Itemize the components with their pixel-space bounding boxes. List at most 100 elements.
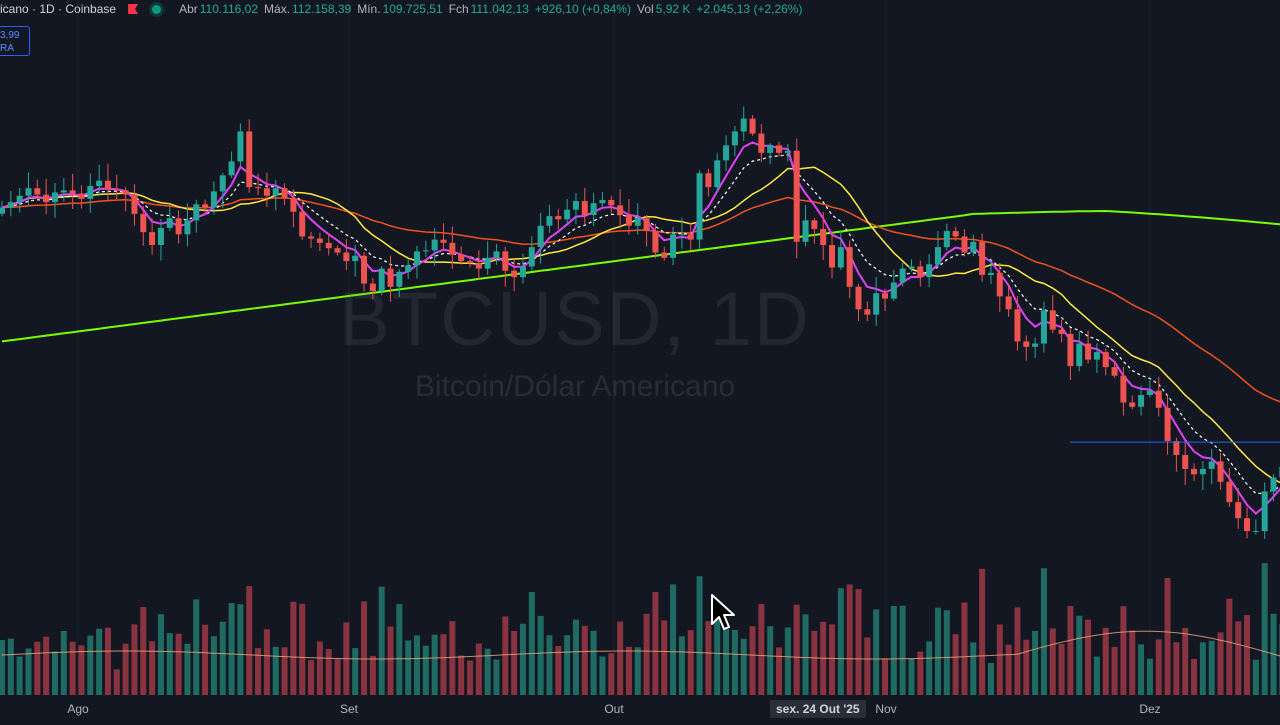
candle-body: [157, 227, 164, 245]
candle-body: [1208, 461, 1215, 469]
volume-bar: [122, 643, 129, 695]
volume-bar: [1244, 615, 1251, 695]
volume-bar: [608, 653, 615, 695]
volume-bar: [705, 621, 712, 695]
volume-bar: [1235, 621, 1242, 695]
candle-body: [1049, 310, 1056, 330]
candle-body: [1226, 481, 1233, 503]
candle-body: [325, 242, 332, 249]
volume-bar: [475, 643, 482, 695]
candle-body: [802, 220, 809, 242]
volume-bar: [405, 640, 412, 695]
volume-bar: [458, 655, 465, 695]
volume-bar: [1164, 578, 1171, 695]
volume-bar: [449, 621, 456, 695]
volume-bar: [1085, 619, 1092, 695]
candle-body: [369, 283, 376, 292]
price-tag[interactable]: 3,99 RA: [0, 26, 30, 56]
volume-label: Vol: [637, 2, 654, 16]
volume-bar: [564, 635, 571, 695]
candle-body: [1261, 491, 1268, 532]
volume-bar: [69, 641, 76, 695]
volume-bar: [414, 635, 421, 695]
candle-body: [908, 266, 915, 269]
close-value: 111.042,13: [470, 2, 529, 16]
candle-body: [1093, 352, 1100, 360]
volume-bar: [873, 609, 880, 695]
volume-bar: [352, 648, 359, 695]
candle-body: [943, 231, 950, 248]
candle-body: [1235, 502, 1242, 519]
volume-bar: [670, 584, 677, 695]
candle-body: [7, 202, 14, 208]
candle-body: [758, 133, 765, 153]
candle-body: [493, 251, 500, 258]
volume-bar: [34, 641, 41, 695]
high-value: 112.158,39: [292, 2, 352, 16]
candle-body: [1085, 343, 1092, 360]
candle-body: [1155, 390, 1162, 408]
volume-bar: [60, 631, 67, 695]
crosshair-date-label: sex. 24 Out '25: [770, 700, 866, 718]
volume-bar: [776, 647, 783, 695]
candle-body: [175, 218, 182, 235]
volume-bar: [758, 604, 765, 695]
volume-bar: [1005, 644, 1012, 695]
volume-bar: [1067, 605, 1074, 695]
symbol-name[interactable]: icano · 1D · Coinbase: [0, 2, 117, 16]
volume-bar: [1102, 627, 1109, 695]
candle-body: [873, 293, 880, 315]
candle-body: [820, 228, 827, 245]
volume-bar: [1226, 598, 1233, 695]
volume-bar: [484, 648, 491, 695]
candle-body: [855, 286, 862, 310]
candle-body: [987, 272, 994, 275]
volume-bar: [625, 646, 632, 695]
volume-bar: [387, 626, 394, 695]
candle-body: [731, 131, 738, 146]
candle-body: [970, 241, 977, 253]
candle-body: [678, 234, 685, 236]
volume-bar: [466, 660, 473, 695]
candle-body: [458, 254, 465, 262]
candle-body: [1146, 390, 1153, 395]
volume-bar: [749, 626, 756, 695]
symbol-legend: icano · 1D · Coinbase Abr 110.116,02 Máx…: [0, 0, 802, 18]
volume-bar: [687, 630, 694, 695]
volume-bar: [166, 633, 173, 695]
price-tag-value: 3,99: [0, 30, 20, 41]
x-axis-label-dez: Dez: [1139, 702, 1161, 716]
volume-bar: [87, 635, 94, 695]
candle-body: [202, 204, 209, 208]
volume-bar: [917, 651, 924, 695]
volume-bar: [572, 619, 579, 695]
volume-bar: [290, 601, 297, 695]
candle-body: [608, 200, 615, 206]
candle-body: [564, 209, 571, 220]
candle-body: [484, 257, 491, 269]
mouse-pointer-icon: [711, 594, 735, 630]
volume-bar: [131, 624, 138, 695]
candle-body: [1102, 352, 1109, 368]
ma-slow-line: [1, 196, 1280, 403]
candle-body: [555, 216, 562, 220]
candle-body: [34, 188, 41, 195]
volume-bar: [1252, 659, 1259, 695]
candle-body: [890, 282, 897, 299]
candle-body: [581, 201, 588, 215]
volume-bar: [396, 604, 403, 695]
volume-bar: [643, 613, 650, 695]
volume-bar: [1076, 615, 1083, 695]
volume-bar: [1138, 644, 1145, 695]
candle-body: [811, 220, 818, 229]
volume-bar: [369, 655, 376, 695]
volume-bar: [1146, 658, 1153, 695]
volume-bar: [502, 616, 509, 695]
candle-body: [1005, 296, 1012, 310]
volume-bar: [811, 630, 818, 695]
candle-body: [899, 268, 906, 283]
volume-bar: [996, 624, 1003, 695]
flag-icon[interactable]: [128, 4, 139, 14]
